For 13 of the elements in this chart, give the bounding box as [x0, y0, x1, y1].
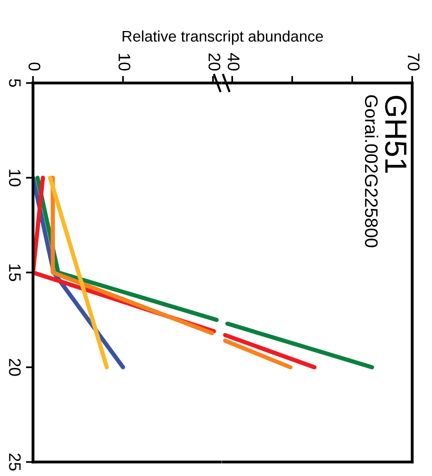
x-tick-label: 10	[118, 54, 130, 71]
y-tick-label: 20	[8, 358, 21, 376]
x-axis-title: Relative transcript abundance	[122, 30, 323, 45]
y-tick-label: 5	[8, 79, 21, 87]
y-tick-label: 25	[8, 454, 21, 471]
text: GH51	[385, 96, 407, 173]
y-tick-label: 15	[8, 264, 21, 282]
x-tick-label: 20	[208, 53, 220, 71]
x-tick-label: 40	[228, 53, 240, 71]
x-tick-label: 0	[28, 62, 40, 71]
y-tick-label: 10	[8, 170, 21, 186]
x-tick-label: 70	[408, 54, 420, 71]
text: Gorai.002G225800	[364, 95, 378, 248]
